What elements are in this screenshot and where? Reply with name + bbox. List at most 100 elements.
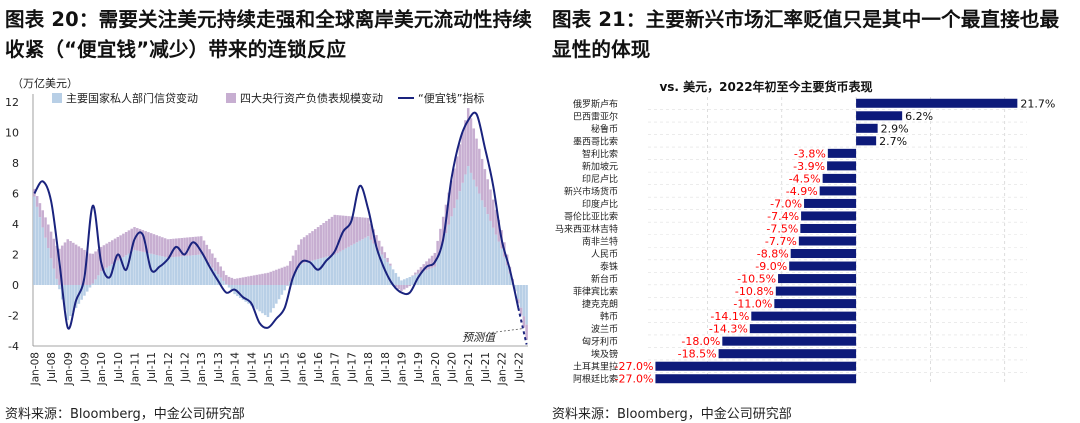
x-tick-label: Jan-10 [96,352,108,386]
cheap-money-line [33,111,520,330]
private-credit-bar [489,220,492,285]
private-credit-bar [188,255,192,285]
data-label: 2.7% [879,135,907,148]
private-credit-bar [514,285,517,291]
private-credit-bar [480,200,484,285]
right-source-note: 资料来源：Bloomberg，中金公司研究部 [552,407,792,422]
private-credit-bar [219,277,222,285]
cb-balance-bar [158,236,161,256]
cb-balance-bar [155,235,159,256]
chart-title: vs. 美元，2022年初至今主要货币表现 [659,79,872,94]
cb-balance-bar [122,233,125,258]
currency-bar [774,299,857,309]
x-tick-label: Jan-18 [363,352,375,386]
data-label: -11.0% [733,298,772,311]
y-tick-label: 4 [12,218,19,231]
private-credit-bar [508,273,512,285]
cb-balance-bar [141,230,145,252]
private-credit-bar [402,279,406,285]
private-credit-bar [47,248,50,285]
cb-balance-bar [172,238,175,258]
currency-bar [778,274,857,284]
cb-balance-bar [52,238,56,269]
cb-balance-bar [152,234,156,255]
private-credit-bar [130,251,133,285]
cb-balance-bar [94,251,97,280]
private-credit-bar [158,255,161,285]
cb-balance-bar [383,252,387,259]
private-credit-bar [133,249,136,285]
x-tick-label: Jan-12 [163,352,175,386]
cb-balance-bar [491,199,495,228]
data-label: -3.8% [794,147,826,160]
cb-balance-bar [394,285,398,288]
private-credit-bar [238,285,242,298]
private-credit-bar [88,285,92,288]
private-credit-bar [225,284,228,285]
private-credit-bar [400,280,403,285]
cb-balance-bar [336,215,339,253]
cb-balance-bar [330,216,334,256]
private-credit-bar [269,285,273,313]
private-credit-bar [280,285,284,295]
private-credit-bar [450,216,453,285]
private-credit-bar [55,278,58,285]
private-credit-bar [147,253,150,285]
private-credit-bar [458,191,462,285]
cb-balance-bar [416,269,420,274]
cb-balance-bar [369,223,373,240]
private-credit-bar [111,264,114,285]
private-credit-bar [380,254,384,285]
cb-balance-bar [263,273,267,285]
cb-balance-bar [255,274,259,285]
private-credit-bar [174,256,178,285]
private-credit-bar [44,237,47,285]
cb-balance-bar [91,253,95,284]
cb-balance-bar [402,285,406,290]
cb-balance-bar [355,216,359,243]
private-credit-bar [344,248,348,285]
currency-label: 泰铢 [600,261,618,273]
private-credit-bar [119,258,122,285]
data-label: -14.3% [709,323,748,336]
cb-balance-bar [199,236,203,255]
private-credit-bar [255,285,259,310]
cb-balance-bar [366,217,370,237]
cb-balance-bar [377,240,381,251]
cheap-money-forecast-line [517,307,528,345]
private-credit-bar [199,254,203,285]
currency-label: 哥伦比亚比索 [564,210,618,222]
cb-balance-bar [486,179,489,215]
private-credit-bar [453,207,456,285]
x-tick-label: Jan-21 [463,352,475,386]
x-tick-label: Jul-08 [46,352,58,383]
left-figure-title: 图表 20：需要关注美元持续走强和全球离岸美元流动性持续收紧（“便宜钱”减少）带… [5,8,533,61]
data-label: -3.9% [793,160,825,173]
data-label: -8.8% [757,248,789,261]
private-credit-bar [405,278,409,285]
private-credit-bar [177,256,181,285]
cb-balance-bar [305,235,309,263]
cb-balance-bar [166,239,170,258]
private-credit-bar [252,285,256,308]
private-credit-bar [97,275,100,285]
cb-balance-bar [63,242,67,285]
cb-balance-bar [211,253,214,268]
private-credit-bar [122,257,125,285]
private-credit-bar [85,285,89,292]
x-tick-label: Jan-19 [396,352,408,386]
cb-balance-bar [286,265,289,285]
cb-balance-bar [333,214,336,255]
private-credit-bar [408,276,412,285]
cb-balance-bar [69,241,72,285]
currency-bar [856,98,1018,108]
currency-bar [751,311,857,321]
private-credit-bar [519,285,523,308]
cb-balance-bar [186,237,189,256]
cb-balance-bar [314,229,317,260]
private-credit-bar [469,172,473,285]
cb-balance-bar [138,229,142,252]
private-credit-bar [213,271,217,285]
private-credit-bar [466,166,470,285]
cb-balance-bar [525,324,528,340]
